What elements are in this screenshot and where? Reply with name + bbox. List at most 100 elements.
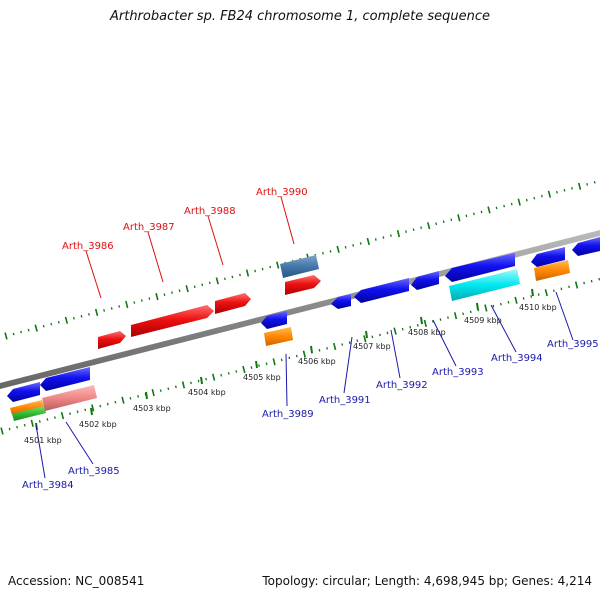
kbp-major-tick: [365, 330, 368, 339]
bottom-track-dot: [393, 327, 397, 335]
top-track-dot: [412, 228, 415, 231]
bottom-track-dot: [507, 300, 510, 304]
bottom-track-dot: [129, 397, 132, 400]
top-track-dot: [352, 244, 355, 247]
top-track-dot: [72, 316, 75, 320]
bottom-track-dot: [484, 304, 488, 312]
top-track-dot: [193, 285, 196, 289]
gene-arth-3987[interactable]: [131, 305, 214, 337]
top-track-dot: [450, 218, 453, 222]
bottom-track-dot: [522, 297, 525, 300]
label-arth-3985[interactable]: Arth_3985: [68, 466, 120, 477]
bottom-track-dot: [151, 388, 155, 397]
label-arth-3984[interactable]: Arth_3984: [22, 480, 74, 491]
bottom-track-dot: [280, 358, 283, 362]
bottom-track-dot: [288, 356, 291, 360]
feature-green-3984[interactable]: [12, 406, 46, 421]
top-track-dot: [593, 181, 596, 184]
top-track-dot: [88, 313, 90, 316]
tick-label-4502: 4502 kbp: [79, 420, 117, 429]
map-title: Arthrobacter sp. FB24 chromosome 1, comp…: [109, 9, 491, 24]
gene-arth-3991[interactable]: [331, 294, 351, 309]
kbp-major-tick: [310, 345, 313, 354]
bottom-track-dot: [220, 373, 223, 377]
tick-label-4503: 4503 kbp: [133, 404, 171, 413]
feature-orange-3989[interactable]: [264, 327, 293, 346]
bottom-track-dot: [409, 325, 412, 329]
top-track-dot: [457, 214, 461, 222]
top-track-dot: [366, 237, 370, 246]
gene-arth-3986[interactable]: [98, 331, 126, 349]
label-arth-3992[interactable]: Arth_3992: [376, 380, 428, 391]
chromosome-backbone: [0, 230, 600, 389]
gene-arth-3985[interactable]: [40, 367, 90, 391]
gene-arth-3988[interactable]: [215, 293, 251, 314]
top-track-dot: [344, 246, 347, 249]
gene-arth-3995[interactable]: [531, 247, 565, 267]
gene-arth-3993[interactable]: [411, 271, 439, 290]
top-track-dot: [389, 234, 392, 237]
top-track-dot: [163, 293, 166, 296]
top-track-dot: [239, 273, 241, 277]
top-track-dot: [322, 251, 324, 255]
gene-partial-right[interactable]: [572, 237, 600, 256]
feature-orange-3995[interactable]: [534, 260, 570, 281]
bottom-track-dot: [46, 418, 49, 421]
top-track-dot: [336, 245, 340, 253]
feature-orange-3984[interactable]: [10, 400, 44, 415]
bottom-track-dot: [462, 312, 465, 316]
top-track-dot: [547, 190, 552, 198]
label-arth-3987[interactable]: Arth_3987: [123, 222, 175, 233]
top-track-dot: [223, 277, 226, 281]
bottom-track-dot: [159, 389, 162, 392]
top-track-dot: [533, 196, 536, 200]
top-track-dot: [435, 222, 438, 226]
label-arth-3994[interactable]: Arth_3994: [491, 353, 543, 364]
bottom-track-dot: [431, 320, 434, 323]
top-track-dot: [178, 289, 181, 293]
top-track-dot: [103, 309, 106, 312]
label-arth-3993[interactable]: Arth_3993: [432, 367, 484, 378]
bottom-track-dot: [469, 310, 472, 314]
bottom-track-dot: [560, 287, 563, 291]
top-track-dot: [396, 230, 401, 238]
bottom-track-dot: [272, 358, 276, 366]
summary-text: Topology: circular; Length: 4,698,945 bp…: [262, 574, 592, 588]
gene-arth-3990[interactable]: [285, 275, 321, 295]
tick-label-4506: 4506 kbp: [298, 357, 336, 366]
gene-arth-3984[interactable]: [7, 382, 40, 402]
bottom-track-dot: [205, 377, 208, 381]
feature-pink-3985[interactable]: [42, 385, 97, 411]
top-track-dot: [201, 283, 204, 287]
feature-steel[interactable]: [280, 255, 319, 278]
bottom-track-dot: [69, 412, 71, 416]
bottom-track-dot: [181, 381, 186, 389]
bottom-track-dot: [363, 335, 367, 343]
label-arth-3986[interactable]: Arth_3986: [62, 241, 114, 252]
top-track-dot: [94, 308, 99, 317]
gene-arth-3992[interactable]: [354, 278, 409, 303]
gene-arth-3989[interactable]: [261, 311, 287, 329]
label-arth-3988[interactable]: Arth_3988: [184, 206, 236, 217]
feature-cyan-3994[interactable]: [449, 269, 520, 301]
top-track-dot: [472, 212, 475, 216]
top-track-dot: [140, 299, 143, 302]
bottom-track-dot: [348, 341, 351, 344]
label-arth-3990[interactable]: Arth_3990: [256, 187, 308, 198]
label-arth-3991[interactable]: Arth_3991: [319, 395, 371, 406]
top-track-dot: [118, 305, 121, 308]
accession-text: Accession: NC_008541: [8, 574, 145, 588]
gene-arth-3994[interactable]: [445, 253, 515, 282]
kbp-major-tick: [200, 376, 203, 385]
top-track-dot: [261, 267, 264, 271]
label-arth-3989[interactable]: Arth_3989: [262, 409, 314, 420]
top-track-dot: [374, 238, 377, 241]
bottom-track-dot: [386, 331, 389, 335]
bottom-track-dot: [439, 318, 442, 321]
top-track-dot: [586, 183, 589, 186]
bottom-track-dot: [212, 373, 216, 381]
label-arth-3995[interactable]: Arth_3995: [547, 339, 599, 350]
top-track-dot: [405, 230, 407, 233]
bottom-track-dot: [333, 342, 337, 350]
